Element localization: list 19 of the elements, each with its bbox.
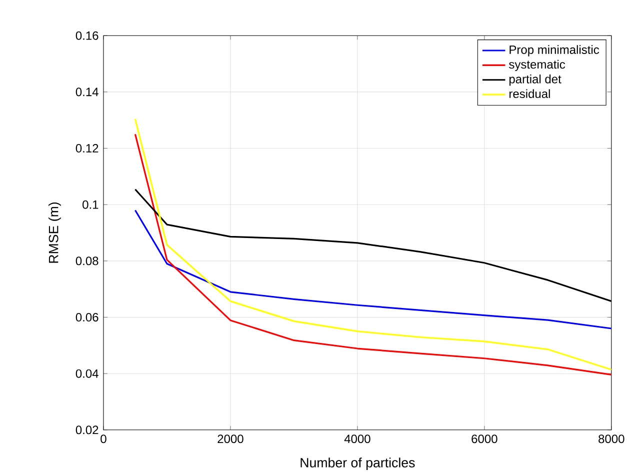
y-tick-label: 0.14 xyxy=(76,88,98,96)
y-tick-label: 0.06 xyxy=(76,313,98,322)
y-tick-label: 0.08 xyxy=(76,256,98,266)
y-tick-label: 0.04 xyxy=(76,369,98,378)
x-tick-label: 4000 xyxy=(344,434,370,444)
x-tick-label: 2000 xyxy=(218,434,244,444)
legend-label: Prop minimalistic xyxy=(510,45,600,56)
y-axis-title: RMSE (m) xyxy=(48,202,61,263)
x-tick-label: 6000 xyxy=(472,434,498,444)
y-tick-label: 0.02 xyxy=(76,426,98,434)
legend-label: partial det xyxy=(509,74,562,86)
x-tick-label: 8000 xyxy=(598,434,624,444)
legend-label: residual xyxy=(509,89,550,98)
y-tick-label: 0.16 xyxy=(76,31,98,40)
x-tick-label: 0 xyxy=(100,434,106,444)
y-tick-label: 0.1 xyxy=(82,200,98,209)
legend-label: systematic xyxy=(509,60,566,72)
x-axis-title: Number of particles xyxy=(300,458,415,470)
y-tick-label: 0.12 xyxy=(76,144,98,153)
